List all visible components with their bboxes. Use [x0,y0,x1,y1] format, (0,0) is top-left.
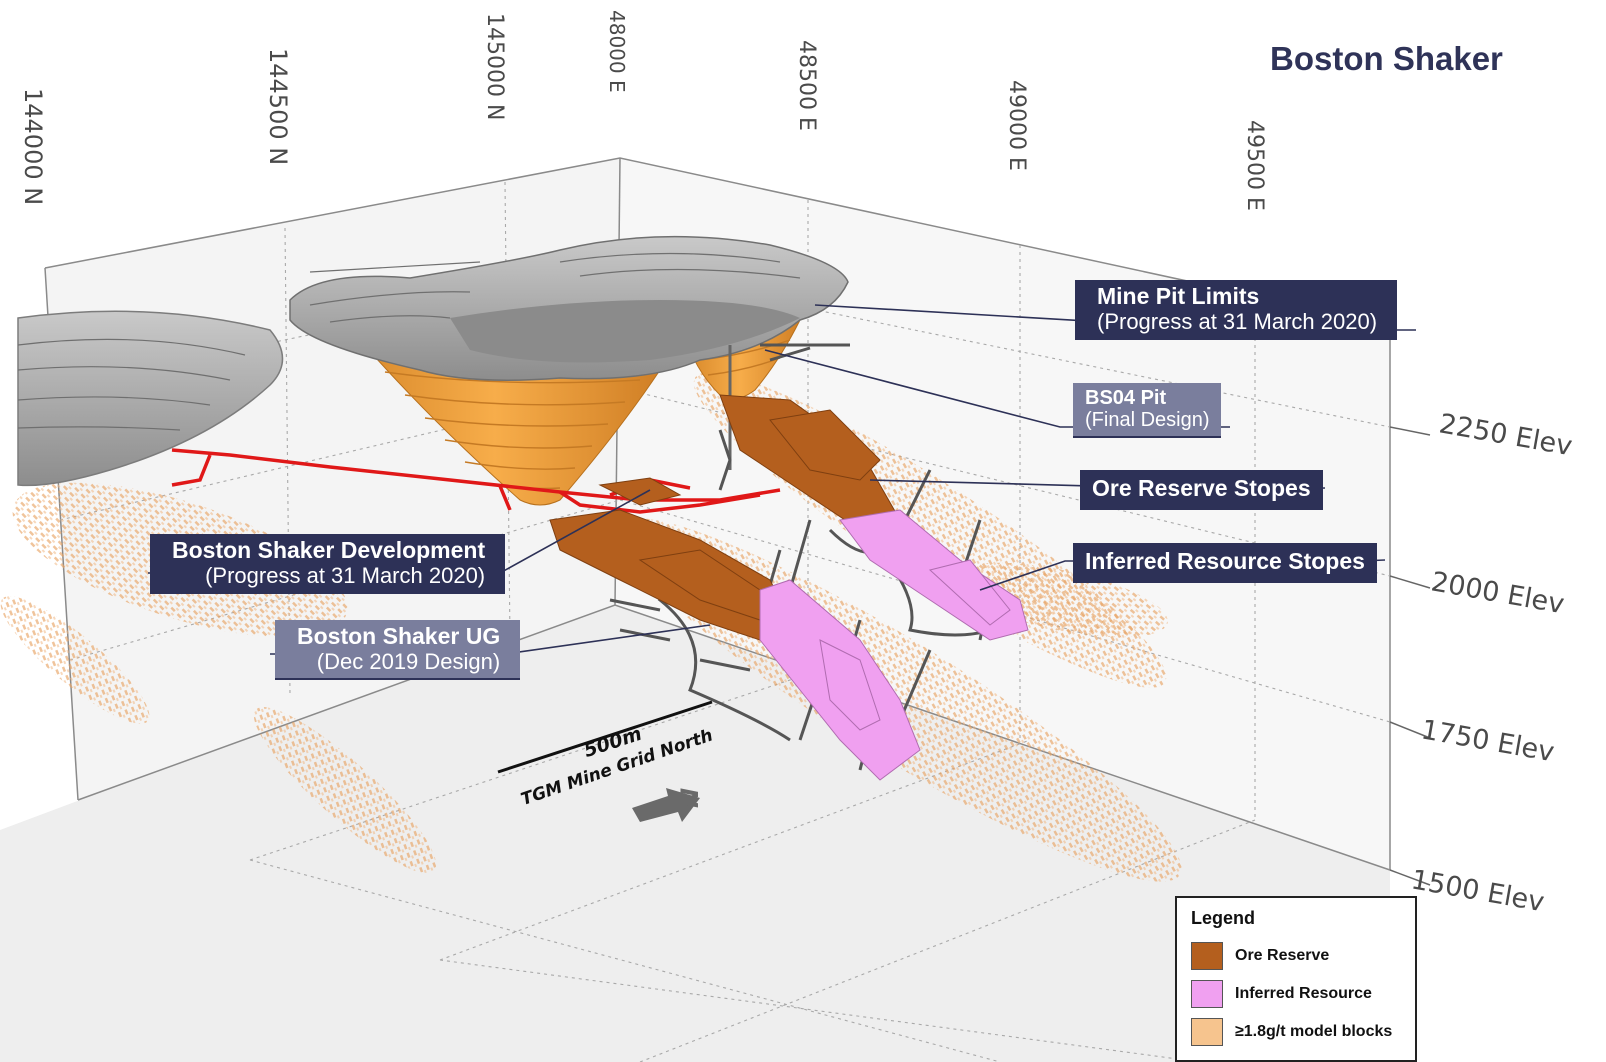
callout-ug-sub: (Dec 2019 Design) [316,648,501,674]
callout-ore-reserve-stopes: Ore Reserve Stopes [1080,470,1323,510]
easting-label: 48000 E [605,10,629,93]
callout-mine-pit-limits: Mine Pit Limits (Progress at 31 March 20… [1075,280,1398,341]
easting-label: 49500 E [1242,120,1267,211]
callout-boston-shaker-development: Boston Shaker Development (Progress at 3… [150,534,506,595]
north-arrow-icon [632,788,700,822]
northing-label: 145000 N [482,13,507,120]
legend-label-model-blocks: ≥1.8g/t model blocks [1235,1023,1393,1040]
callout-ug-main: Boston Shaker UG [297,623,501,649]
page-title: Boston Shaker [1270,40,1503,77]
inferred-resource-stopes [759,509,1029,781]
northing-label: 144500 N [264,48,292,165]
northing-label: 144000 N [19,88,47,205]
callout-development-sub: (Progress at 31 March 2020) [205,562,486,588]
callout-development-main: Boston Shaker Development [172,537,486,563]
legend-item-model-blocks: ≥1.8g/t model blocks [1191,1013,1401,1051]
callout-mine-pit-sub: (Progress at 31 March 2020) [1097,308,1378,334]
elevation-ticks [1389,426,1431,886]
legend-swatch-inferred-resource [1191,980,1223,1008]
legend-label-inferred-resource: Inferred Resource [1235,985,1372,1002]
ore-reserve-stopes [549,394,901,641]
callout-inferred-resource-stopes: Inferred Resource Stopes [1073,543,1377,583]
callout-mine-pit-main: Mine Pit Limits [1097,283,1260,309]
elevation-label: 2000 Elev [1429,566,1567,620]
elevation-label: 2250 Elev [1437,408,1575,462]
main-pit-surface [289,235,849,470]
legend-swatch-model-blocks [1191,1018,1223,1046]
elevation-label: 1750 Elev [1419,714,1557,768]
elevation-label: 1500 Elev [1409,864,1547,918]
callout-inferred-main: Inferred Resource Stopes [1085,548,1365,574]
callout-boston-shaker-ug: Boston Shaker UG (Dec 2019 Design) [275,620,521,681]
legend-item-ore-reserve: Ore Reserve [1191,937,1401,975]
callout-ore-reserve-main: Ore Reserve Stopes [1092,475,1311,501]
scale-bar [497,700,713,774]
legend-item-inferred-resource: Inferred Resource [1191,975,1401,1013]
left-pit-surface [17,310,284,487]
easting-label: 49000 E [1004,80,1029,171]
legend-swatch-ore-reserve [1191,942,1223,970]
callout-bs04-pit: BS04 Pit (Final Design) [1073,383,1222,438]
legend-title: Legend [1191,908,1256,928]
callout-bs04-sub: (Final Design) [1085,409,1210,432]
north-letter: N [676,787,704,808]
callout-bs04-main: BS04 Pit [1085,387,1167,409]
legend: Legend Ore Reserve Inferred Resource ≥1.… [1175,896,1417,1062]
easting-label: 48500 E [794,40,819,131]
floor-plane [0,605,1390,1062]
legend-label-ore-reserve: Ore Reserve [1235,947,1330,964]
